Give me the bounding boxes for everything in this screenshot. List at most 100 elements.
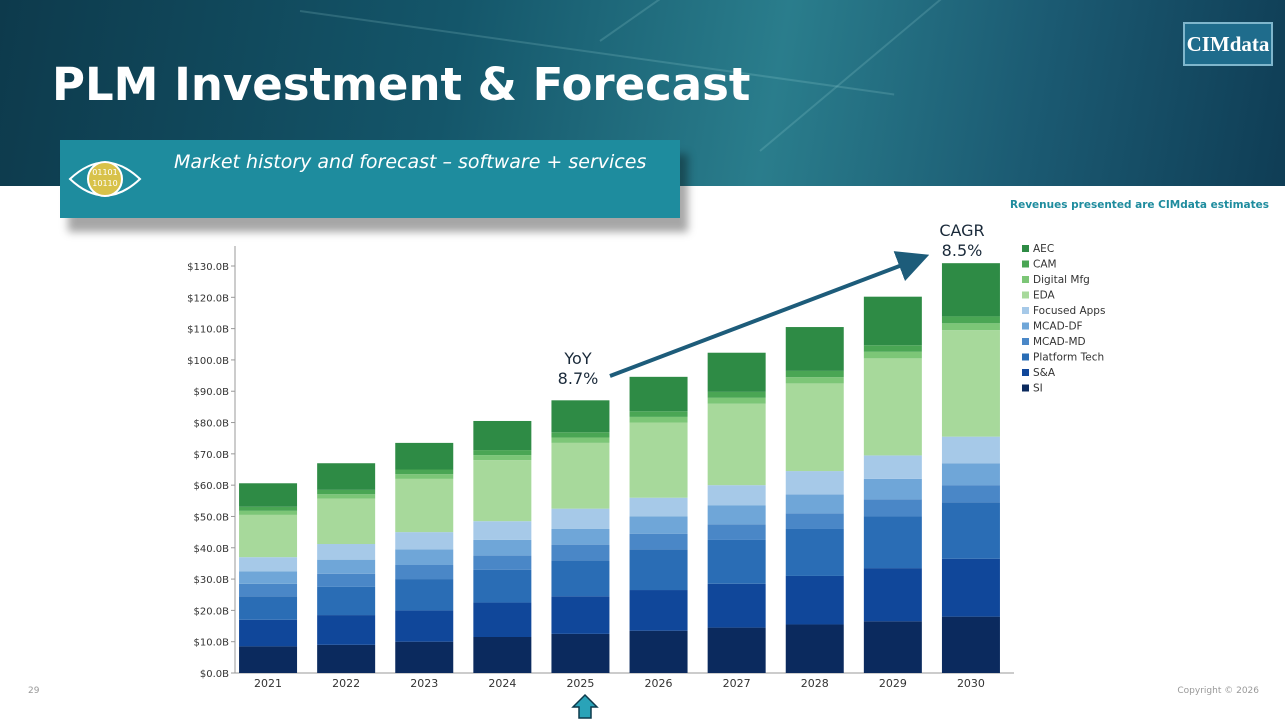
x-tick-label: 2030	[957, 677, 985, 690]
bar-segment	[863, 568, 922, 622]
bar-segment	[317, 559, 376, 574]
bar-segment	[863, 455, 922, 479]
legend-swatch	[1022, 338, 1029, 345]
y-tick-label: $40.0B	[194, 544, 230, 555]
legend-label: Digital Mfg	[1033, 274, 1090, 286]
legend-label: Platform Tech	[1033, 352, 1104, 364]
bar-segment	[317, 489, 376, 495]
bar-segment	[629, 422, 688, 498]
bar-segment	[395, 579, 454, 611]
bar-segment	[239, 514, 298, 558]
bar-segment	[941, 485, 1000, 503]
legend-swatch	[1022, 322, 1029, 330]
bar-segment	[239, 510, 298, 515]
subtitle-box: 01101 10110 Market history and forecast …	[60, 140, 680, 218]
bar-segment	[317, 463, 376, 490]
bar-segment	[551, 508, 610, 529]
bar-segment	[317, 615, 376, 645]
bar-segment	[239, 571, 298, 584]
bar-segment	[707, 403, 766, 486]
bar-segment	[551, 437, 610, 443]
legend-label: MCAD-DF	[1033, 321, 1083, 333]
bar-segment	[941, 323, 1000, 331]
bar-segment	[395, 532, 454, 550]
bar-segment	[863, 296, 922, 346]
page-number: 29	[28, 686, 40, 696]
bar-segment	[941, 463, 1000, 486]
legend-swatch	[1022, 260, 1029, 268]
bar-segment	[473, 455, 532, 461]
legend-label: SI	[1033, 383, 1043, 395]
bar-segment	[941, 502, 1000, 559]
bar-segment	[941, 330, 1000, 437]
x-tick-label: 2023	[410, 677, 438, 690]
bar-segment	[629, 516, 688, 534]
eye-icon: 01101 10110	[68, 161, 142, 197]
y-tick-label: $30.0B	[194, 575, 230, 586]
bar-segment	[551, 560, 610, 597]
bar-segment	[473, 555, 532, 570]
legend-label: S&A	[1033, 367, 1056, 379]
bar-segment	[707, 583, 766, 628]
bar-segment	[395, 442, 454, 470]
legend-swatch	[1022, 245, 1029, 252]
bar-segment	[785, 327, 844, 371]
x-tick-label: 2026	[645, 677, 673, 690]
bar-segment	[317, 498, 376, 545]
x-tick-label: 2029	[879, 677, 907, 690]
bar-segment	[551, 400, 610, 433]
x-tick-label: 2022	[332, 677, 360, 690]
bar-segment	[707, 391, 766, 398]
bar-segment	[473, 569, 532, 603]
bar-segment	[785, 377, 844, 384]
bar-segment	[395, 549, 454, 565]
y-tick-label: $90.0B	[194, 387, 230, 398]
bar-segment	[239, 483, 298, 507]
x-tick-label: 2021	[254, 677, 282, 690]
bar-segment	[707, 485, 766, 506]
bar-segment	[239, 583, 298, 597]
x-tick-label: 2028	[801, 677, 829, 690]
bar-segment	[863, 499, 922, 517]
bar-segment	[785, 471, 844, 495]
bar-segment	[317, 573, 376, 587]
bar-segment	[863, 621, 922, 673]
y-tick-label: $10.0B	[194, 638, 230, 649]
bar-segment	[707, 352, 766, 392]
bar-segment	[707, 505, 766, 525]
annotation: CAGR	[939, 221, 984, 240]
y-tick-label: $110.0B	[187, 325, 229, 336]
bar-segment	[395, 641, 454, 673]
bar-segment	[551, 528, 610, 545]
bar-segment	[239, 619, 298, 647]
legend-label: AEC	[1033, 243, 1054, 255]
legend-swatch	[1022, 384, 1029, 392]
bar-segment	[629, 411, 688, 417]
bar-segment	[551, 544, 610, 561]
x-tick-label: 2027	[723, 677, 751, 690]
bar-segment	[941, 558, 1000, 617]
y-tick-label: $60.0B	[194, 481, 230, 492]
bar-segment	[551, 432, 610, 438]
bar-segment	[785, 624, 844, 673]
x-tick-label: 2024	[488, 677, 516, 690]
bar-segment	[317, 586, 376, 616]
bar-segment	[473, 602, 532, 637]
bar-segment	[941, 316, 1000, 324]
annotation: YoY	[563, 349, 591, 368]
bar-segment	[629, 590, 688, 631]
bar-segment	[473, 420, 532, 451]
bar-segment	[941, 263, 1000, 317]
note: Revenues presented are CIMdata estimates	[1010, 199, 1269, 211]
copyright: Copyright © 2026	[1177, 686, 1259, 696]
bar-segment	[863, 516, 922, 569]
legend-swatch	[1022, 369, 1029, 376]
annotation: 8.5%	[942, 241, 983, 260]
legend-swatch	[1022, 307, 1029, 314]
bar-segment	[863, 478, 922, 500]
y-tick-label: $80.0B	[194, 419, 230, 430]
bar-segment	[473, 539, 532, 556]
annotation: 8.7%	[558, 369, 599, 388]
